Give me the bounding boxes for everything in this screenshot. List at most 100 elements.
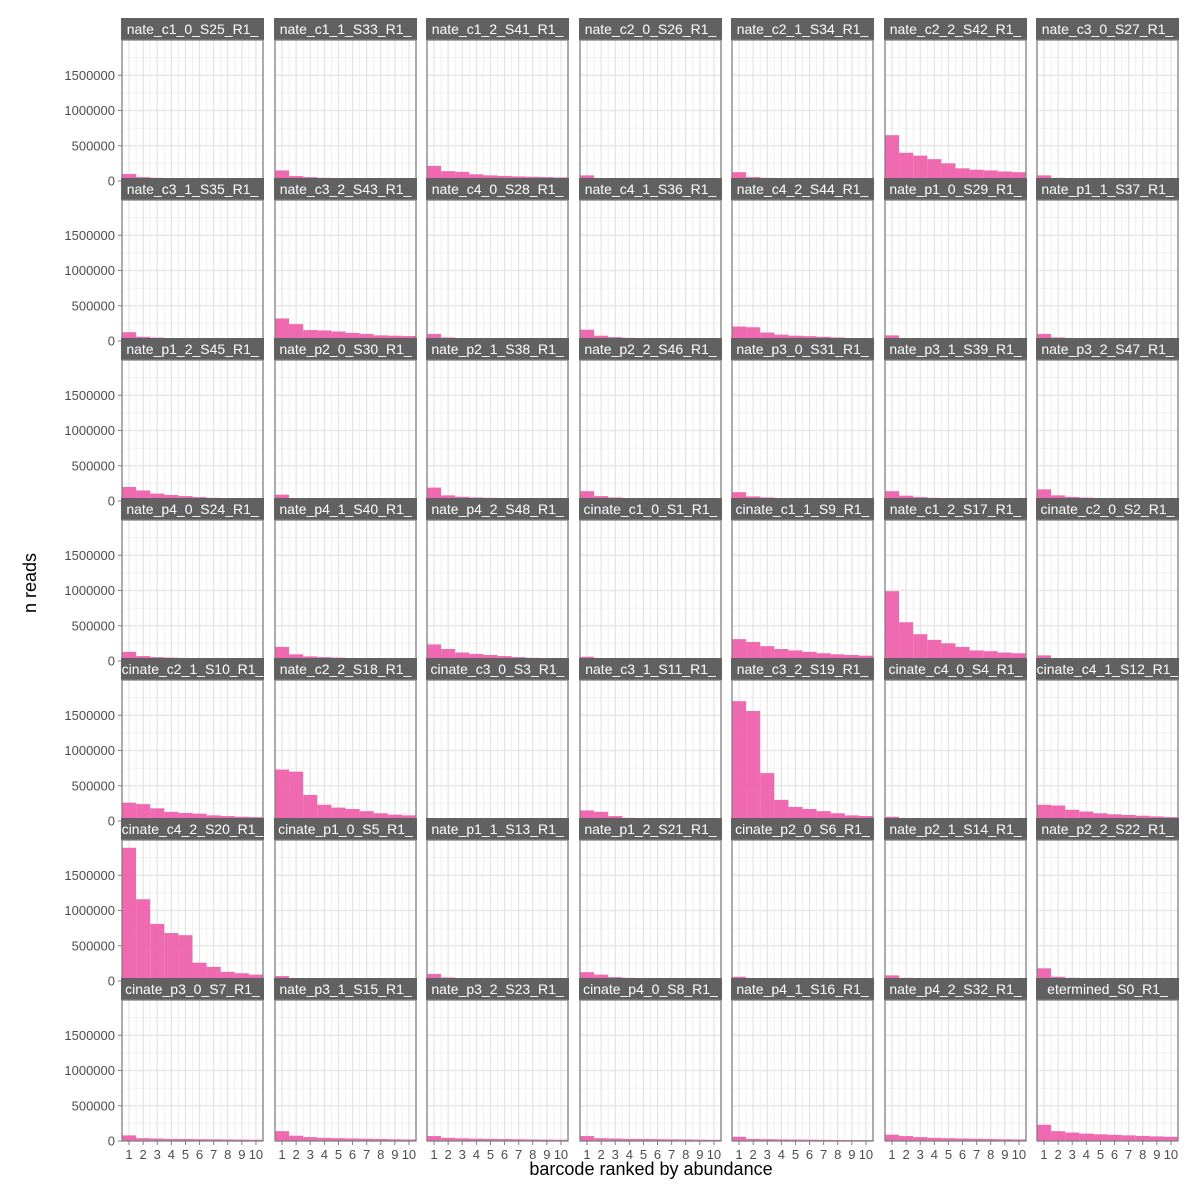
bar: [774, 799, 789, 821]
facet-strip: [579, 338, 722, 360]
y-tick-label: 500000: [72, 298, 115, 313]
bar: [636, 1139, 651, 1141]
y-tick-label: 1500000: [64, 548, 115, 563]
bar: [303, 330, 318, 341]
bar: [122, 332, 137, 341]
bar: [1011, 1139, 1026, 1141]
facet-strip: [274, 178, 417, 200]
grid-lines: [732, 520, 873, 661]
bar: [927, 639, 942, 661]
bar: [746, 327, 761, 341]
bar: [816, 653, 831, 661]
bar: [941, 163, 956, 181]
bar: [1135, 1135, 1150, 1141]
bar: [317, 330, 332, 341]
x-tick-label: 10: [859, 1147, 873, 1162]
facet-strip-label: nate_p4_2_S32_R1_: [889, 981, 1022, 997]
x-tick-label: 4: [931, 1147, 938, 1162]
bar: [1149, 1136, 1164, 1141]
grid-lines: [580, 200, 721, 341]
bar: [802, 809, 817, 821]
facet-strip: [274, 978, 417, 1000]
facet-strip: [1036, 338, 1179, 360]
bar: [955, 646, 970, 661]
facet-panel: nate_c2_2_S42_R1_: [884, 18, 1027, 182]
facet-panel: nate_p2_2_S22_R1_: [1036, 818, 1179, 982]
facet-strip-label: cinate_p4_0_S8_R1_: [583, 981, 718, 997]
facet-strip-label: cinate_c2_1_S10_R1_: [122, 661, 264, 677]
bar: [899, 622, 914, 661]
bar: [455, 652, 470, 661]
y-tick-label: 500000: [72, 1098, 115, 1113]
bar: [483, 1138, 498, 1141]
facet-strip-label: nate_c2_1_S34_R1_: [737, 21, 869, 37]
facet-strip: [579, 18, 722, 40]
grid-lines: [122, 1000, 263, 1141]
facet-panel: cinate_c3_0_S3_R1_: [426, 658, 569, 822]
facet-panel: cinate_p2_0_S6_R1_: [731, 818, 874, 982]
x-tick-label: 5: [945, 1147, 952, 1162]
y-tick-label: 1000000: [64, 743, 115, 758]
bar: [885, 1134, 900, 1141]
x-tick-label: 5: [792, 1147, 799, 1162]
grid-lines: [427, 520, 568, 661]
grid-lines: [275, 40, 416, 181]
bar: [427, 487, 442, 501]
bar: [317, 804, 332, 821]
bar: [441, 171, 456, 181]
bar: [732, 701, 747, 821]
bar: [192, 1139, 207, 1141]
facet-strip: [579, 498, 722, 520]
facet-strip-label: nate_p1_1_S13_R1_: [431, 821, 564, 837]
bar: [983, 651, 998, 661]
bar: [150, 923, 165, 981]
bars: [275, 1131, 416, 1141]
x-tick-label: 10: [707, 1147, 721, 1162]
bar: [150, 493, 165, 501]
bar: [275, 1131, 290, 1141]
x-tick-label: 5: [640, 1147, 647, 1162]
grid-lines: [427, 1000, 568, 1141]
y-tick-label: 1500000: [64, 868, 115, 883]
bar: [1107, 814, 1122, 821]
x-tick-label: 8: [529, 1147, 536, 1162]
grid-lines: [275, 840, 416, 981]
facet-strip: [426, 498, 569, 520]
facet-strip-label: nate_c3_1_S11_R1_: [585, 661, 716, 677]
facet-strip-label: nate_c3_0_S27_R1_: [1042, 21, 1174, 37]
facet-panel: nate_c1_2_S41_R1_: [426, 18, 569, 182]
facet-panel: nate_p1_2_S45_R1_ 0 500000 1000000 1500000: [64, 338, 264, 509]
x-tick-label: 7: [210, 1147, 217, 1162]
bar: [1037, 968, 1052, 981]
bar: [178, 812, 193, 821]
bar: [275, 170, 290, 181]
facet-strip-label: nate_p2_2_S22_R1_: [1041, 821, 1174, 837]
x-tick-label: 2: [140, 1147, 147, 1162]
grid-lines: [732, 40, 873, 181]
bar: [580, 1136, 595, 1141]
bar: [664, 1139, 679, 1141]
x-tick-label: 3: [1069, 1147, 1076, 1162]
y-tick-label: 1000000: [64, 903, 115, 918]
x-tick-label: 8: [224, 1147, 231, 1162]
x-tick-label: 8: [834, 1147, 841, 1162]
facet-strip: [1036, 978, 1179, 1000]
bar: [650, 1139, 665, 1141]
bar: [580, 491, 595, 501]
bar: [732, 1136, 747, 1141]
facet-strip: [1036, 178, 1179, 200]
bar: [1093, 1134, 1108, 1141]
bar: [885, 591, 900, 661]
facet-strip-label: cinate_c1_0_S1_R1_: [584, 501, 718, 517]
grid-lines: [885, 1000, 1026, 1141]
grid-lines: [275, 520, 416, 661]
x-tick-label: 9: [543, 1147, 550, 1162]
bar: [1051, 805, 1066, 821]
facet-panel: nate_p2_1_S38_R1_: [426, 338, 569, 502]
bar: [164, 1138, 179, 1141]
bar: [275, 318, 290, 341]
y-tick-label: 0: [108, 334, 115, 349]
bar: [192, 962, 207, 981]
facet-strip: [579, 978, 722, 1000]
x-tick-label: 7: [668, 1147, 675, 1162]
